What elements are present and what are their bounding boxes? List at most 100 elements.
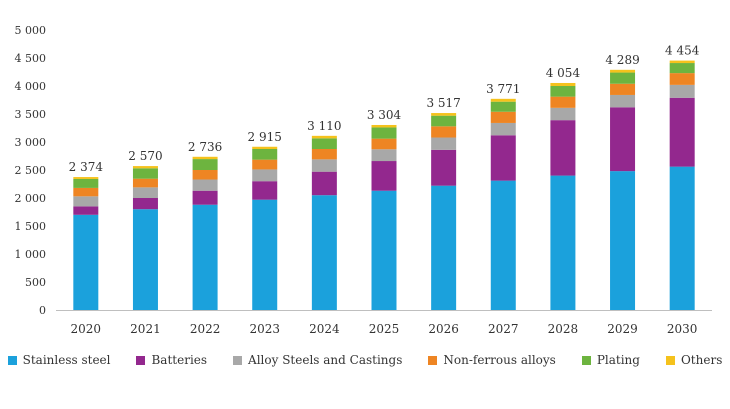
total-label: 4 289 — [605, 53, 639, 67]
bar-segment — [132, 178, 158, 188]
total-label: 3 517 — [426, 96, 460, 110]
legend-item: Non-ferrous alloys — [428, 353, 556, 367]
y-tick-label: 5 000 — [15, 24, 47, 37]
bar-segment — [550, 175, 576, 310]
bar-segment — [311, 159, 337, 172]
bar-segment — [311, 149, 337, 160]
bar-segment — [431, 137, 457, 150]
bar-segment — [431, 126, 457, 138]
bar-segment — [371, 190, 397, 310]
bar-segment — [73, 187, 99, 197]
x-tick-label: 2026 — [428, 322, 459, 336]
bar-segment — [550, 82, 576, 86]
y-tick-label: 0 — [39, 304, 46, 317]
bar-segment — [73, 177, 99, 179]
legend-item: Stainless steel — [7, 353, 110, 367]
bar-segment — [192, 179, 218, 191]
bar-segment — [311, 195, 337, 310]
legend-swatch — [665, 355, 675, 365]
bar-segment — [192, 204, 218, 310]
bar-segment — [431, 115, 457, 127]
bar-segment — [311, 138, 337, 149]
bar-segment — [669, 73, 695, 85]
bar-segment — [73, 178, 99, 188]
y-tick-label: 2 000 — [15, 192, 47, 205]
bar-segment — [132, 168, 158, 179]
x-tick-label: 2020 — [71, 322, 102, 336]
bar-segment — [610, 83, 636, 95]
bar-segment — [550, 96, 576, 108]
x-tick-label: 2025 — [369, 322, 400, 336]
legend-label: Batteries — [151, 353, 208, 367]
legend-label: Alloy Steels and Castings — [248, 353, 403, 367]
total-label: 2 570 — [128, 149, 162, 163]
bar-segment — [610, 72, 636, 84]
y-tick-label: 4 500 — [15, 52, 47, 65]
bar-segment — [550, 86, 576, 97]
legend-item: Others — [665, 353, 723, 367]
bar-segment — [132, 187, 158, 198]
stacked-bar-chart: 0 500 1 000 1 500 2 000 2 500 3 000 3 500 4 000 4… — [15, 24, 712, 336]
legend-item: Alloy Steels and Castings — [233, 353, 402, 367]
bar-segment — [192, 190, 218, 205]
legend-item: Batteries — [136, 353, 207, 367]
legend-swatch — [7, 355, 17, 365]
y-tick-label: 3 500 — [15, 108, 47, 121]
total-label: 3 771 — [486, 82, 520, 96]
bar-segment — [311, 135, 337, 139]
bar-segment — [610, 171, 636, 310]
bar-segment — [371, 149, 397, 162]
legend-label: Plating — [596, 353, 640, 367]
legend-label: Others — [680, 353, 723, 367]
bar-segment — [550, 120, 576, 176]
bars — [73, 60, 695, 310]
bar-segment — [550, 107, 576, 121]
y-axis: 0 500 1 000 1 500 2 000 2 500 3 000 3 500 4 000 4… — [15, 24, 47, 317]
bar-segment — [192, 159, 218, 170]
x-tick-label: 2022 — [190, 322, 221, 336]
bar-segment — [490, 98, 516, 102]
bar-segment — [132, 198, 158, 210]
legend-item: Plating — [581, 353, 640, 367]
total-label: 2 374 — [69, 160, 104, 174]
bar-segment — [371, 124, 397, 128]
bar-segment — [610, 69, 636, 73]
bar-segment — [669, 63, 695, 74]
bar-segment — [132, 166, 158, 169]
bar-segment — [431, 185, 457, 310]
x-tick-label: 2021 — [130, 322, 161, 336]
legend-swatch — [136, 355, 146, 365]
legend-swatch — [233, 355, 243, 365]
bar-segment — [371, 138, 397, 150]
bar-segment — [252, 146, 278, 149]
bar-segment — [490, 101, 516, 112]
bar-segment — [73, 214, 99, 310]
bar-segment — [73, 196, 99, 207]
bar-segment — [73, 206, 99, 215]
total-label: 2 915 — [248, 130, 282, 144]
bar-segment — [252, 199, 278, 310]
bar-segment — [431, 149, 457, 186]
x-tick-label: 2024 — [309, 322, 340, 336]
bar-segment — [252, 169, 278, 182]
bar-segment — [490, 135, 516, 181]
bar-segment — [252, 149, 278, 160]
bar-segment — [490, 180, 516, 310]
x-tick-label: 2028 — [548, 322, 579, 336]
total-label: 3 304 — [367, 108, 402, 122]
legend-swatch — [581, 355, 591, 365]
bar-segment — [371, 127, 397, 139]
total-label: 4 454 — [665, 44, 700, 58]
bar-segment — [490, 111, 516, 123]
y-tick-label: 4 000 — [15, 80, 47, 93]
bar-segment — [669, 60, 695, 64]
bar-segment — [311, 171, 337, 196]
bar-segment — [132, 209, 158, 310]
bar-segment — [192, 170, 218, 180]
bar-segment — [610, 94, 636, 108]
bar-segment — [669, 97, 695, 167]
y-tick-label: 500 — [25, 276, 46, 289]
total-label: 2 736 — [188, 140, 222, 154]
x-tick-label: 2027 — [488, 322, 519, 336]
total-labels: 2 374 2 570 2 736 2 915 3 110 3 304 3 517 3 771… — [69, 44, 700, 174]
